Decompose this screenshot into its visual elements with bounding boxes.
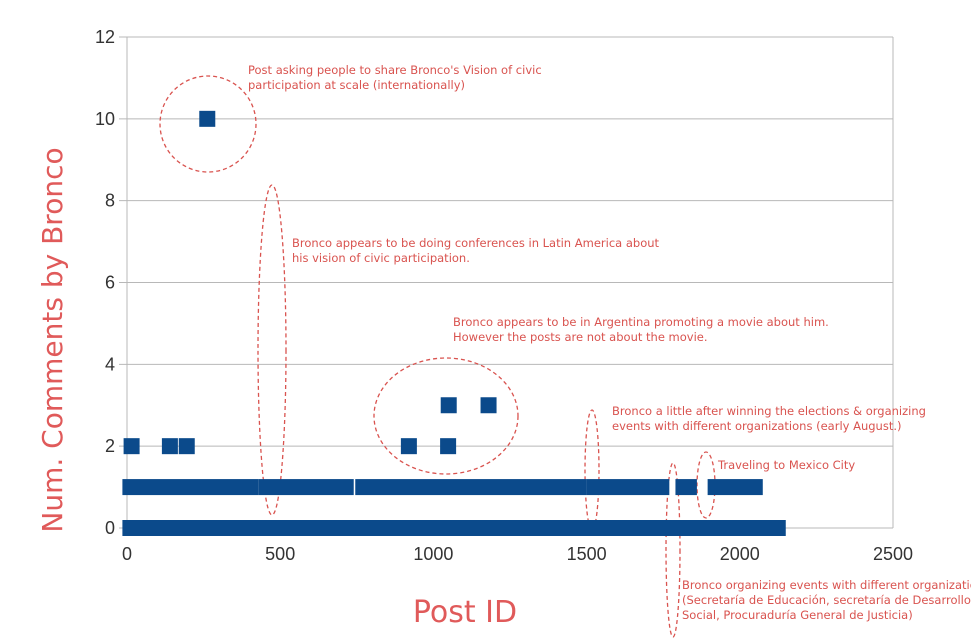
data-point xyxy=(161,438,178,455)
x-tick-label: 1000 xyxy=(413,544,453,564)
data-point xyxy=(199,110,216,127)
y-tick-label: 4 xyxy=(105,354,115,374)
annotation-line: his vision of civic participation. xyxy=(292,251,470,265)
annotation-2: Bronco appears to be doing conferences i… xyxy=(292,236,660,265)
y-tick-label: 12 xyxy=(95,27,115,47)
annotation-line: (Secretaría de Educación, secretaría de … xyxy=(682,593,971,607)
x-tick-label: 0 xyxy=(122,544,132,564)
data-point xyxy=(440,397,457,414)
annotation-3: Bronco appears to be in Argentina promot… xyxy=(453,315,829,344)
annotation-line: participation at scale (internationally) xyxy=(248,78,465,92)
x-tick-label: 500 xyxy=(265,544,295,564)
grid-layer xyxy=(119,36,894,534)
annotation-line: Social, Procuraduría General de Justicia… xyxy=(682,608,913,622)
annotation-line: Bronco appears to be doing conferences i… xyxy=(292,236,660,250)
annotation-line: Traveling to Mexico City xyxy=(717,458,855,472)
x-tick-label: 2000 xyxy=(720,544,760,564)
y-tick-label: 8 xyxy=(105,191,115,211)
y-tick-label: 0 xyxy=(105,518,115,538)
ellipse-organizations xyxy=(665,462,681,638)
ellipse-argentina xyxy=(373,357,519,475)
annotation-1: Post asking people to share Bronco's Vis… xyxy=(248,63,542,92)
annotation-line: Bronco organizing events with different … xyxy=(682,578,971,592)
data-point xyxy=(480,397,497,414)
data-band xyxy=(675,479,697,496)
annotation-line: events with different organizations (ear… xyxy=(612,419,901,433)
data-point xyxy=(123,438,140,455)
data-point xyxy=(400,438,417,455)
ellipse-after-elections xyxy=(584,409,600,531)
annotation-line: Bronco a little after winning the electi… xyxy=(612,404,926,418)
data-point xyxy=(178,438,195,455)
y-tick-label: 2 xyxy=(105,436,115,456)
data-band xyxy=(707,479,763,496)
data-marks xyxy=(122,110,786,536)
annotation-5: Traveling to Mexico City xyxy=(717,458,855,472)
ellipse-conferences xyxy=(257,184,287,516)
x-axis-title: Post ID xyxy=(413,595,517,630)
data-band xyxy=(122,520,786,536)
data-band xyxy=(355,479,587,496)
annotation-6: Bronco organizing events with different … xyxy=(682,578,971,622)
data-band xyxy=(258,479,354,496)
data-point xyxy=(440,438,457,455)
data-band xyxy=(586,479,670,496)
annotation-line: Bronco appears to be in Argentina promot… xyxy=(453,315,829,329)
x-tick-label: 1500 xyxy=(567,544,607,564)
x-tick-label: 2500 xyxy=(873,544,913,564)
annotations: Post asking people to share Bronco's Vis… xyxy=(248,63,971,622)
y-tick-label: 10 xyxy=(95,109,115,129)
tick-labels: 0 2 4 6 8 10 12 0 500 1000 1500 2000 2500 xyxy=(95,27,913,564)
y-axis-title: Num. Comments by Bronco xyxy=(36,147,69,532)
annotation-line: However the posts are not about the movi… xyxy=(453,330,708,344)
annotation-4: Bronco a little after winning the electi… xyxy=(612,404,926,433)
data-band xyxy=(122,479,259,496)
annotation-line: Post asking people to share Bronco's Vis… xyxy=(248,63,542,77)
y-tick-label: 6 xyxy=(105,273,115,293)
ellipse-vision-post xyxy=(159,75,257,173)
